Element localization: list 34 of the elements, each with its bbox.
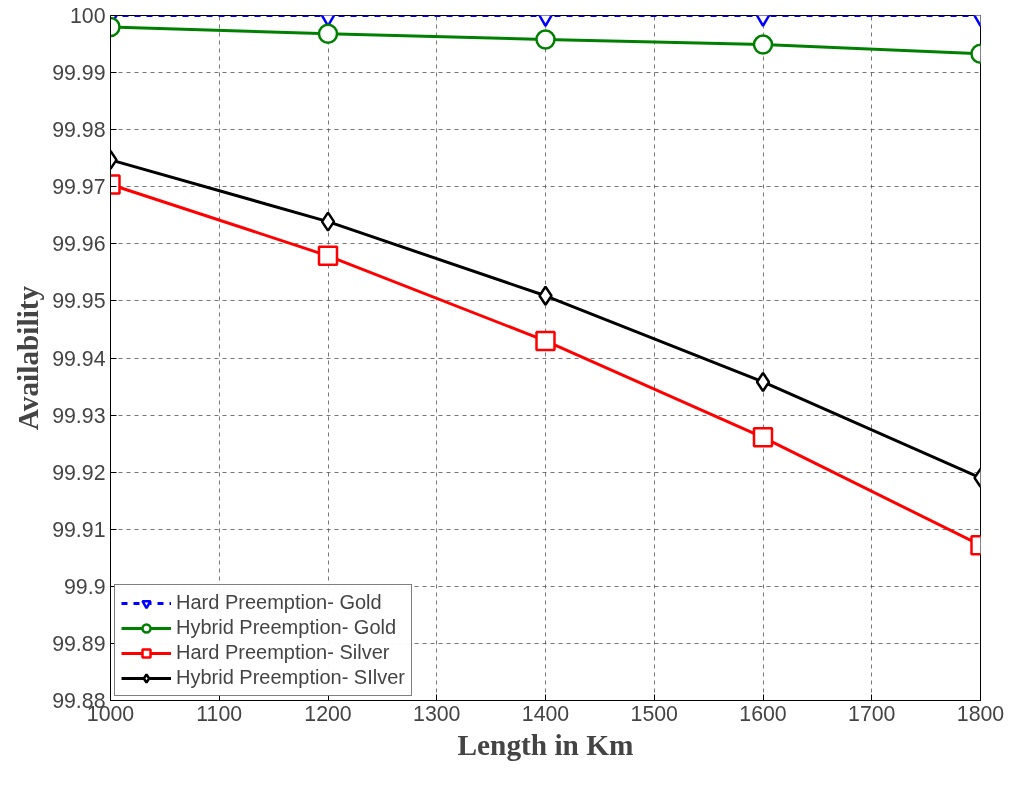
point — [752, 427, 774, 448]
x-tick-label: 1400 — [521, 701, 570, 726]
point — [317, 23, 339, 44]
y-tick-label: 99.99 — [52, 61, 106, 86]
y-tick-label: 99.98 — [52, 118, 106, 143]
x-axis-title: Length in Km — [457, 728, 634, 761]
point — [535, 29, 556, 50]
x-tick-label: 1600 — [739, 701, 787, 726]
point — [320, 211, 336, 232]
y-tick-label: 99.95 — [52, 289, 106, 314]
point — [317, 245, 339, 267]
y-tick-label: 99.91 — [52, 517, 106, 542]
point — [535, 330, 556, 352]
y-tick-label: 100 — [69, 4, 106, 28]
y-tick-label: 99.89 — [52, 631, 106, 656]
x-tick-label: 1100 — [196, 701, 243, 726]
y-axis-title: Availability — [12, 285, 45, 431]
legend-label: Hybrid Preemption- Gold — [176, 616, 397, 639]
y-tick-label: 99.92 — [52, 460, 106, 485]
x-tick-label: 1700 — [848, 701, 896, 726]
y-tick-label: 99.93 — [52, 403, 106, 428]
legend-label: Hybrid Preemption- SIlver — [176, 666, 405, 689]
x-tick-label: 1200 — [304, 701, 352, 726]
y-tick-label: 99.9 — [63, 574, 106, 599]
y-tick-label: 99.94 — [52, 346, 106, 371]
y-tick-label: 99.96 — [52, 232, 106, 257]
x-tick-label: 1500 — [630, 701, 679, 726]
legend-label: Hard Preemption- Silver — [176, 641, 390, 664]
point — [752, 34, 774, 55]
x-tick-label: 1300 — [413, 701, 461, 726]
point — [755, 371, 771, 393]
x-tick-label: 1800 — [956, 701, 1005, 726]
legend-label: Hard Preemption- Gold — [176, 591, 382, 614]
y-tick-label: 99.97 — [52, 175, 106, 200]
